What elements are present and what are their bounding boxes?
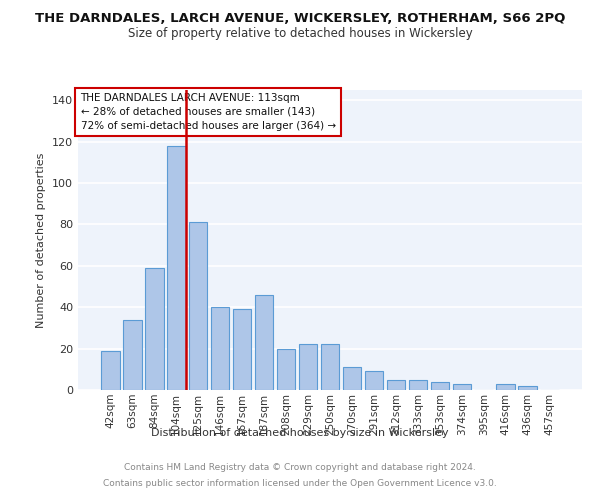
Bar: [409, 380, 427, 390]
Text: Distribution of detached houses by size in Wickersley: Distribution of detached houses by size …: [151, 428, 449, 438]
Text: THE DARNDALES, LARCH AVENUE, WICKERSLEY, ROTHERHAM, S66 2PQ: THE DARNDALES, LARCH AVENUE, WICKERSLEY,…: [35, 12, 565, 26]
Bar: [343, 367, 361, 390]
Bar: [365, 372, 383, 390]
Bar: [123, 320, 142, 390]
Text: THE DARNDALES LARCH AVENUE: 113sqm
← 28% of detached houses are smaller (143)
72: THE DARNDALES LARCH AVENUE: 113sqm ← 28%…: [80, 93, 335, 131]
Bar: [496, 384, 515, 390]
Bar: [211, 307, 229, 390]
Text: Size of property relative to detached houses in Wickersley: Size of property relative to detached ho…: [128, 28, 472, 40]
Bar: [320, 344, 340, 390]
Bar: [167, 146, 185, 390]
Bar: [299, 344, 317, 390]
Y-axis label: Number of detached properties: Number of detached properties: [37, 152, 46, 328]
Bar: [101, 350, 119, 390]
Bar: [452, 384, 471, 390]
Bar: [431, 382, 449, 390]
Text: Contains HM Land Registry data © Crown copyright and database right 2024.: Contains HM Land Registry data © Crown c…: [124, 462, 476, 471]
Bar: [189, 222, 208, 390]
Bar: [277, 348, 295, 390]
Bar: [386, 380, 405, 390]
Bar: [255, 295, 274, 390]
Text: Contains public sector information licensed under the Open Government Licence v3: Contains public sector information licen…: [103, 479, 497, 488]
Bar: [233, 310, 251, 390]
Bar: [145, 268, 164, 390]
Bar: [518, 386, 537, 390]
